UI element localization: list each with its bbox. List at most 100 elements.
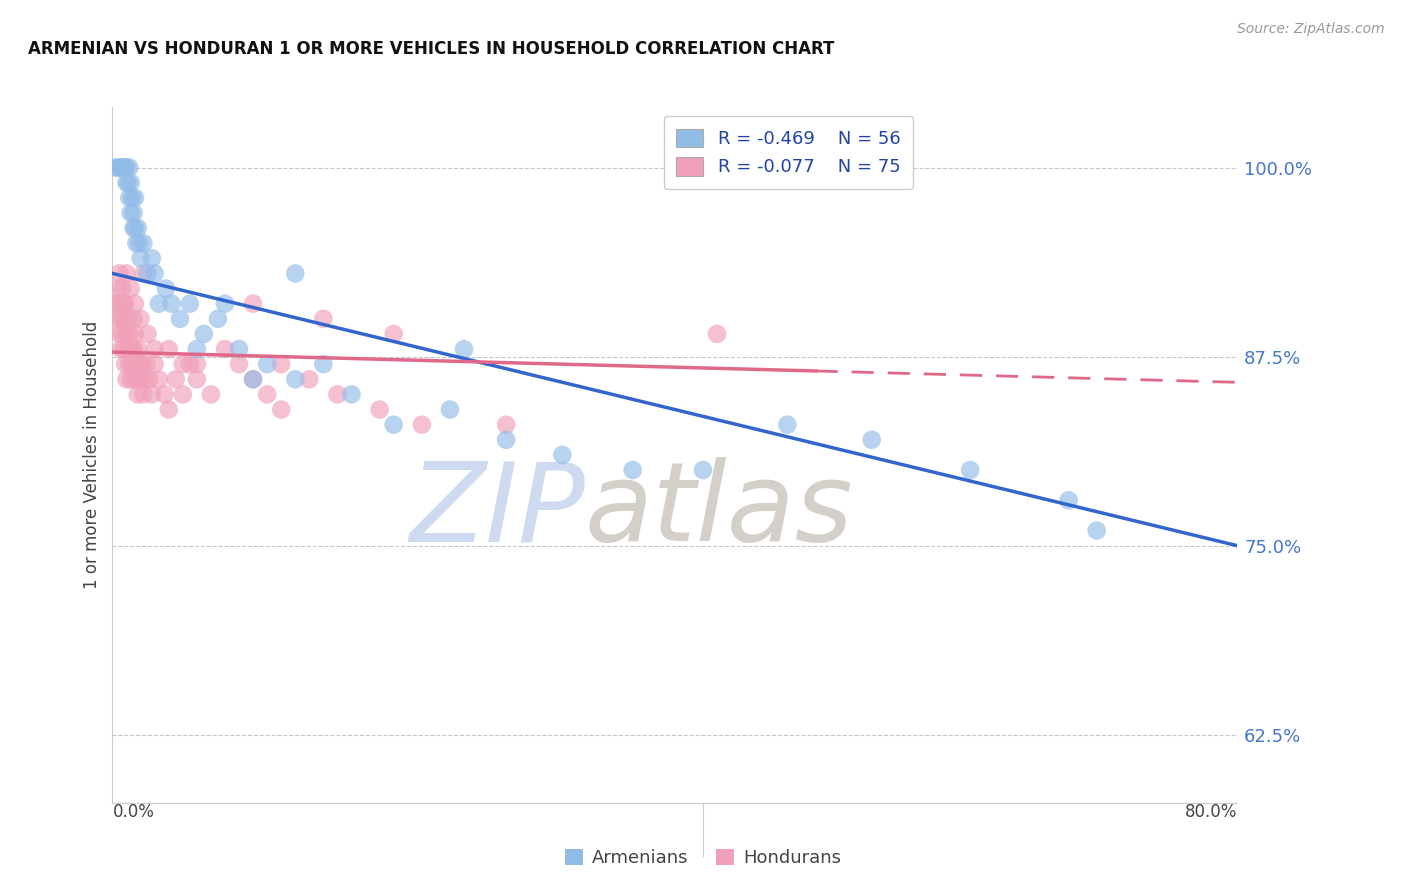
Y-axis label: 1 or more Vehicles in Household: 1 or more Vehicles in Household [83,321,101,589]
Point [165,372,187,386]
Point [141,387,163,401]
Point [270,357,292,371]
Point [157,342,180,356]
Point [270,402,292,417]
Point [122,311,145,326]
Point [108,326,131,341]
Point [959,463,981,477]
Point [228,342,250,356]
Point [127,221,149,235]
Point [127,342,149,356]
Point [453,342,475,356]
Point [122,221,145,235]
Point [284,372,307,386]
Point [118,191,141,205]
Point [115,326,138,341]
Point [120,206,142,220]
Legend: Armenians, Hondurans: Armenians, Hondurans [558,841,848,874]
Point [122,206,145,220]
Point [143,342,166,356]
Point [169,311,191,326]
Point [148,372,170,386]
Text: Source: ZipAtlas.com: Source: ZipAtlas.com [1237,22,1385,37]
Point [143,267,166,281]
Point [143,357,166,371]
Point [134,372,156,386]
Point [118,161,141,175]
Point [112,296,135,310]
Point [160,296,183,310]
Point [141,252,163,266]
Point [495,433,517,447]
Point [692,463,714,477]
Point [121,357,143,371]
Point [284,267,307,281]
Point [138,372,160,386]
Point [112,311,135,326]
Point [128,236,150,251]
Point [621,463,644,477]
Point [110,311,132,326]
Point [706,326,728,341]
Point [256,387,278,401]
Point [124,221,146,235]
Point [860,433,883,447]
Point [129,311,152,326]
Point [108,267,131,281]
Point [105,281,128,295]
Point [1085,524,1108,538]
Point [114,357,136,371]
Point [368,402,391,417]
Point [118,326,141,341]
Point [155,281,177,295]
Point [131,357,153,371]
Point [132,267,155,281]
Point [128,357,150,371]
Point [104,296,127,310]
Point [242,372,264,386]
Point [326,387,349,401]
Point [127,372,149,386]
Point [148,296,170,310]
Point [242,296,264,310]
Text: atlas: atlas [585,457,853,564]
Text: 0.0%: 0.0% [112,803,155,821]
Point [112,161,135,175]
Point [112,342,135,356]
Point [207,311,229,326]
Point [298,372,321,386]
Point [214,296,236,310]
Point [107,311,129,326]
Point [108,161,131,175]
Point [242,372,264,386]
Point [125,236,148,251]
Point [1156,887,1178,892]
Point [120,176,142,190]
Point [228,357,250,371]
Point [120,342,142,356]
Point [495,417,517,432]
Point [111,326,134,341]
Point [157,402,180,417]
Point [122,342,145,356]
Point [382,326,405,341]
Point [200,387,222,401]
Text: 80.0%: 80.0% [1185,803,1237,821]
Point [107,161,129,175]
Point [125,357,148,371]
Point [129,372,152,386]
Point [124,296,146,310]
Point [382,417,405,432]
Point [214,342,236,356]
Point [1057,493,1080,508]
Point [117,311,139,326]
Point [129,252,152,266]
Point [776,417,799,432]
Point [256,357,278,371]
Text: ZIP: ZIP [409,457,585,564]
Point [135,357,157,371]
Point [104,161,127,175]
Point [136,326,159,341]
Point [110,161,132,175]
Point [551,448,574,462]
